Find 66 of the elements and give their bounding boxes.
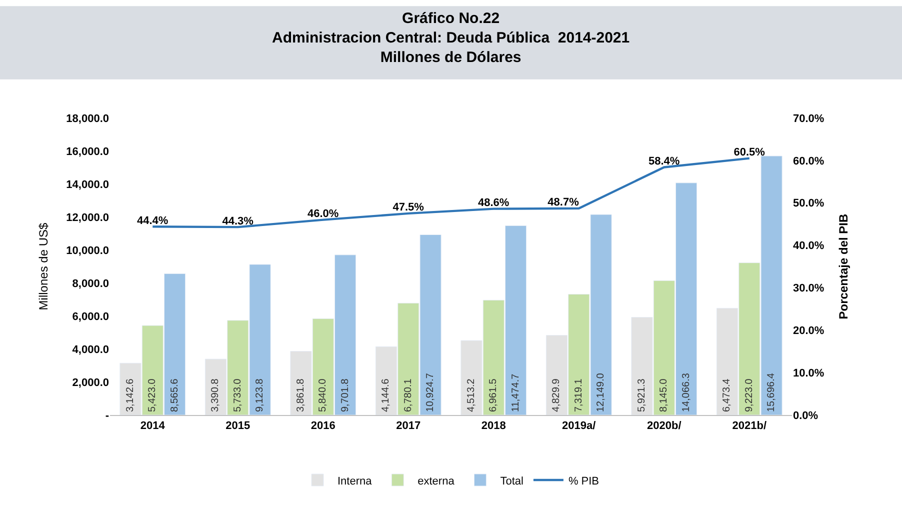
y-tick-label: 18,000.0: [66, 112, 109, 125]
x-tick-label: 2017: [396, 420, 421, 432]
y2-tick-label: 70.0%: [793, 112, 824, 125]
chart-title: Gráfico No.22: [402, 10, 500, 27]
data-label: 48.6%: [478, 197, 510, 210]
data-label: 8,145.0: [658, 378, 670, 412]
data-label: 46.0%: [308, 208, 339, 220]
y2-tick-label: 50.0%: [793, 198, 824, 210]
y2-tick-label: 30.0%: [793, 282, 824, 295]
x-tick-label: 2019a/: [562, 420, 596, 432]
data-label: 15,696.4: [766, 372, 778, 412]
y-tick-label: 8,000.0: [72, 278, 109, 290]
data-label: 4,829.9: [551, 378, 562, 412]
data-label: 5,423.0: [147, 378, 158, 412]
data-label: 9,123.8: [254, 378, 266, 412]
y-tick-label: 2,000.0: [72, 376, 109, 389]
data-label: 44.3%: [222, 215, 254, 228]
y2-tick-label: 10.0%: [793, 367, 824, 380]
y-tick-label: 6,000.0: [72, 310, 109, 323]
data-label: 9,701.8: [340, 378, 351, 412]
data-label: 6,780.1: [402, 378, 414, 412]
data-label: 11,474.7: [510, 373, 522, 412]
data-label: 48.7%: [548, 196, 580, 209]
data-label: 6,473.4: [722, 378, 733, 412]
data-label: 14,066.3: [680, 372, 692, 412]
y-tick-label: 14,000.0: [66, 178, 109, 191]
legend-label: Interna: [338, 475, 373, 488]
legend-label: % PIB: [568, 475, 600, 488]
data-label: 5,840.0: [318, 378, 329, 412]
data-label: 3,142.6: [124, 378, 136, 412]
data-label: 7,319.1: [573, 378, 584, 412]
data-label: 12,149.0: [596, 372, 607, 412]
legend-label: Total: [500, 475, 524, 488]
y2-axis-title: Porcentaje del PIB: [836, 213, 850, 320]
chart-subtitle: Administracion Central: Deuda Pública 2014-2021 Millones de Dólares: [272, 30, 630, 66]
x-tick-label: 2015: [226, 420, 250, 432]
y-tick-label: 16,000.0: [66, 146, 109, 158]
data-label: 58.4%: [648, 155, 680, 168]
data-label: 6,961.5: [488, 378, 500, 412]
data-label: 4,144.6: [380, 378, 392, 412]
x-tick-label: 2014: [140, 420, 166, 432]
data-label: 60.5%: [734, 146, 766, 159]
y2-tick-label: 0.0%: [793, 410, 818, 422]
y2-tick-label: 20.0%: [793, 324, 824, 337]
data-label: 3,390.8: [210, 378, 222, 412]
legend-label: externa: [418, 475, 456, 488]
x-tick-label: 2020b/: [647, 420, 682, 432]
y2-tick-label: 60.0%: [793, 155, 824, 168]
y2-tick-label: 40.0%: [793, 240, 824, 252]
x-tick-label: 2016: [310, 420, 336, 432]
y-tick-label: -: [105, 410, 110, 422]
y-axis-title: Millones de US$: [36, 222, 50, 310]
data-label: 47.5%: [392, 202, 424, 214]
y-tick-label: 12,000.0: [66, 212, 109, 224]
y-tick-label: 10,000.0: [66, 244, 109, 257]
data-label: 44.4%: [137, 214, 168, 227]
data-label: 10,924.7: [425, 372, 436, 412]
data-label: 3,861.8: [295, 378, 306, 412]
data-label: 5,733.0: [232, 378, 244, 412]
data-label: 5,921.3: [636, 378, 648, 412]
x-tick-label: 2018: [481, 420, 506, 432]
x-tick-label: 2021b/: [732, 420, 767, 432]
y-tick-label: 4,000.0: [72, 344, 109, 356]
data-label: 4,513.2: [466, 378, 477, 412]
data-label: 8,565.6: [169, 378, 180, 412]
data-label: 9,223.0: [744, 378, 755, 412]
